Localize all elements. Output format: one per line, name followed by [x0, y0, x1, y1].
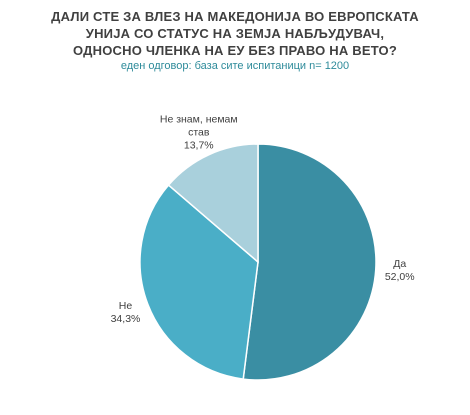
slice-label: Да 52,0%	[355, 258, 445, 284]
chart-subtitle: еден одговор: база сите испитаници n= 12…	[120, 60, 350, 72]
pie-slice	[167, 143, 259, 264]
value-label: 34,3%	[110, 313, 141, 326]
value-label: 13,7%	[183, 139, 214, 152]
category-label: Не знам, немам став	[159, 113, 238, 139]
category-label: Да	[393, 257, 407, 270]
slice-label: Не знам, немам став 13,7%	[154, 113, 244, 152]
pie-slice	[139, 184, 259, 380]
category-label: Не	[118, 300, 133, 313]
chart-title: ДАЛИ СТЕ ЗА ВЛЕЗ НА МАКЕДОНИЈА ВО ЕВРОПС…	[51, 9, 419, 58]
slice-label: Не 34,3%	[80, 300, 170, 326]
pie-slice	[242, 143, 377, 381]
value-label: 52,0%	[384, 270, 415, 283]
